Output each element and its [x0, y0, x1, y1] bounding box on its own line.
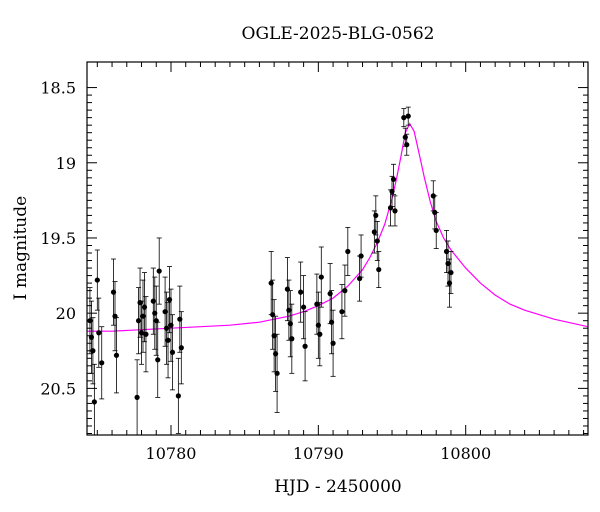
y-tick-label: 20	[56, 304, 76, 323]
data-point	[99, 360, 105, 366]
x-tick-label: 10800	[440, 444, 491, 463]
data-point	[96, 330, 102, 336]
data-point	[389, 188, 395, 194]
x-tick-labels: 10780 10790 10800	[146, 444, 492, 463]
data-point	[376, 266, 382, 273]
model-layer	[87, 122, 588, 332]
data-point	[135, 318, 142, 324]
data-point	[315, 322, 321, 328]
data-point	[287, 321, 293, 327]
plot-frame	[86, 61, 589, 436]
data-point	[140, 313, 146, 319]
model-curve	[87, 122, 588, 332]
data-point	[137, 300, 143, 306]
data-point	[317, 331, 323, 337]
y-tick-label: 19	[56, 154, 76, 173]
data-point	[345, 248, 351, 255]
x-tick-label: 10780	[146, 444, 197, 463]
y-tick-label: 20.5	[40, 379, 76, 398]
data-point	[387, 205, 394, 211]
data-point	[271, 333, 277, 339]
data-point	[330, 340, 336, 346]
data-point	[314, 301, 320, 307]
data-point	[286, 307, 292, 313]
plot-area	[87, 106, 588, 435]
data-point	[448, 269, 454, 276]
data-point	[141, 304, 148, 310]
data-point	[342, 288, 348, 294]
data-point	[392, 208, 398, 214]
data-point	[91, 399, 97, 405]
data-point	[371, 229, 377, 235]
data-point	[156, 268, 162, 274]
data-point	[432, 209, 438, 216]
data-point	[390, 176, 397, 182]
data-point	[318, 274, 324, 280]
data-point	[155, 357, 161, 363]
data-point	[339, 309, 345, 315]
data-point	[358, 253, 364, 259]
data-point	[134, 394, 140, 400]
y-tick-label: 19.5	[40, 229, 76, 248]
data-point	[443, 248, 450, 255]
data-point	[150, 298, 156, 304]
y-tick-labels: 18.5 19 19.5 20 20.5	[40, 79, 76, 399]
data-point	[401, 115, 407, 121]
data-point	[175, 393, 181, 399]
data-point	[274, 370, 280, 376]
data-point	[113, 352, 120, 358]
data-point	[162, 309, 168, 315]
data-point	[163, 325, 170, 331]
data-point	[165, 337, 171, 343]
data-point	[445, 260, 451, 267]
data-point	[284, 286, 290, 292]
data-point	[402, 134, 408, 140]
x-tick-label: 10790	[293, 444, 344, 463]
data-point	[301, 304, 307, 310]
data-point	[298, 289, 304, 295]
data-point	[446, 280, 453, 286]
y-tick-label: 18.5	[40, 79, 76, 98]
data-point	[270, 312, 276, 318]
x-axis-label: HJD - 2450000	[274, 477, 402, 497]
data-point	[110, 289, 117, 295]
data-point	[169, 349, 176, 355]
data-point	[178, 345, 184, 351]
data-point	[404, 142, 410, 148]
data-point	[329, 319, 335, 325]
data-point	[177, 316, 183, 322]
data-point	[138, 330, 145, 336]
data-point	[357, 275, 363, 282]
data-point	[430, 193, 436, 199]
data-point	[143, 331, 149, 337]
chart-title: OGLE-2025-BLG-0562	[242, 24, 435, 44]
data-point	[405, 113, 411, 119]
data-point	[153, 318, 159, 324]
data-point	[112, 313, 118, 319]
data-point	[94, 277, 100, 283]
data-point	[152, 310, 158, 316]
data-point	[168, 322, 174, 328]
data-point	[374, 238, 380, 244]
data-point	[289, 336, 295, 342]
tick-marks	[87, 62, 588, 435]
data-point	[373, 212, 379, 219]
data-point	[302, 343, 308, 349]
data-point	[268, 280, 274, 286]
y-axis-label: I magnitude	[11, 196, 31, 300]
data-point	[166, 297, 173, 303]
point-layer	[87, 113, 454, 405]
data-point	[273, 351, 279, 357]
data-point	[433, 227, 439, 234]
data-point	[90, 348, 96, 354]
errorbar-layer	[87, 106, 454, 435]
data-point	[327, 291, 333, 297]
